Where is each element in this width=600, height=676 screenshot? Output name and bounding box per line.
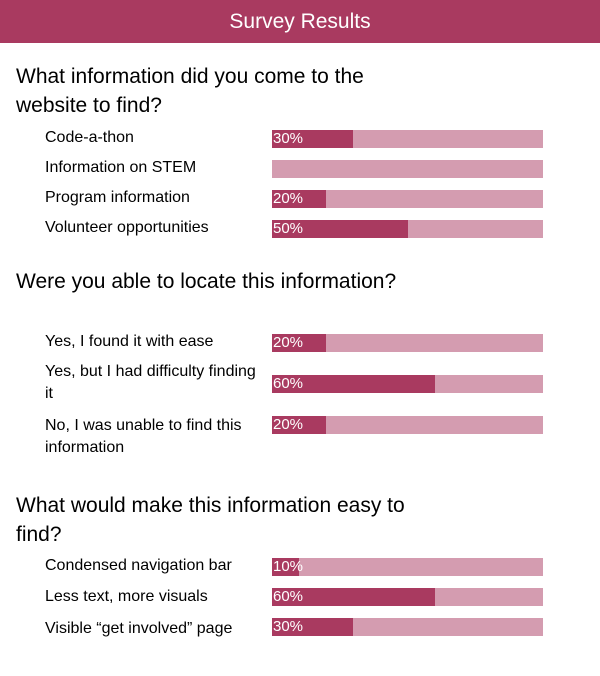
survey-header: Survey Results [0,0,600,43]
result-bar-fill [272,375,435,393]
result-percent: 20% [273,190,304,207]
result-bar: 30% [272,130,543,148]
result-bar: 20% [272,190,543,208]
result-bar-fill [272,618,354,636]
result-percent: 60% [273,375,304,392]
result-bar-fill [272,130,354,148]
result-percent: 20% [273,416,304,433]
option-label: Condensed navigation bar [45,557,232,574]
result-bar: 50% [272,220,543,238]
question-3-title: What would make this information easy to… [16,494,405,546]
result-percent: 50% [273,220,304,237]
result-bar-fill [272,558,300,576]
result-bar-fill [272,416,327,434]
result-bar: 20% [272,416,543,434]
result-percent: 60% [273,588,304,605]
result-bar-fill [272,334,327,352]
result-bar [272,160,543,178]
result-bar-fill [272,190,327,208]
result-percent: 30% [273,130,304,147]
result-bar: 60% [272,375,543,393]
result-bar: 60% [272,588,543,606]
option-label: Visible “get involved” page [45,620,233,637]
option-label: Yes, but I had difficulty finding it [45,363,256,402]
question-1-title: What information did you come to the web… [16,65,364,117]
option-label: Less text, more visuals [45,588,208,605]
result-percent: 10% [273,558,304,575]
option-label: No, I was unable to find this informatio… [45,417,242,456]
option-label: Yes, I found it with ease [45,333,214,350]
option-label: Code-a-thon [45,129,134,146]
result-bar-fill [272,220,408,238]
option-label: Information on STEM [45,159,197,176]
result-percent [272,160,273,178]
option-label: Volunteer opportunities [45,219,209,236]
result-bar: 30% [272,618,543,636]
result-percent: 30% [273,618,304,635]
result-percent: 20% [273,334,304,351]
result-bar: 10% [272,558,543,576]
header-title: Survey Results [229,9,371,33]
result-bar-fill [272,588,435,606]
question-2-title: Were you able to locate this information… [16,270,397,293]
result-bar: 20% [272,334,543,352]
option-label: Program information [45,189,190,206]
